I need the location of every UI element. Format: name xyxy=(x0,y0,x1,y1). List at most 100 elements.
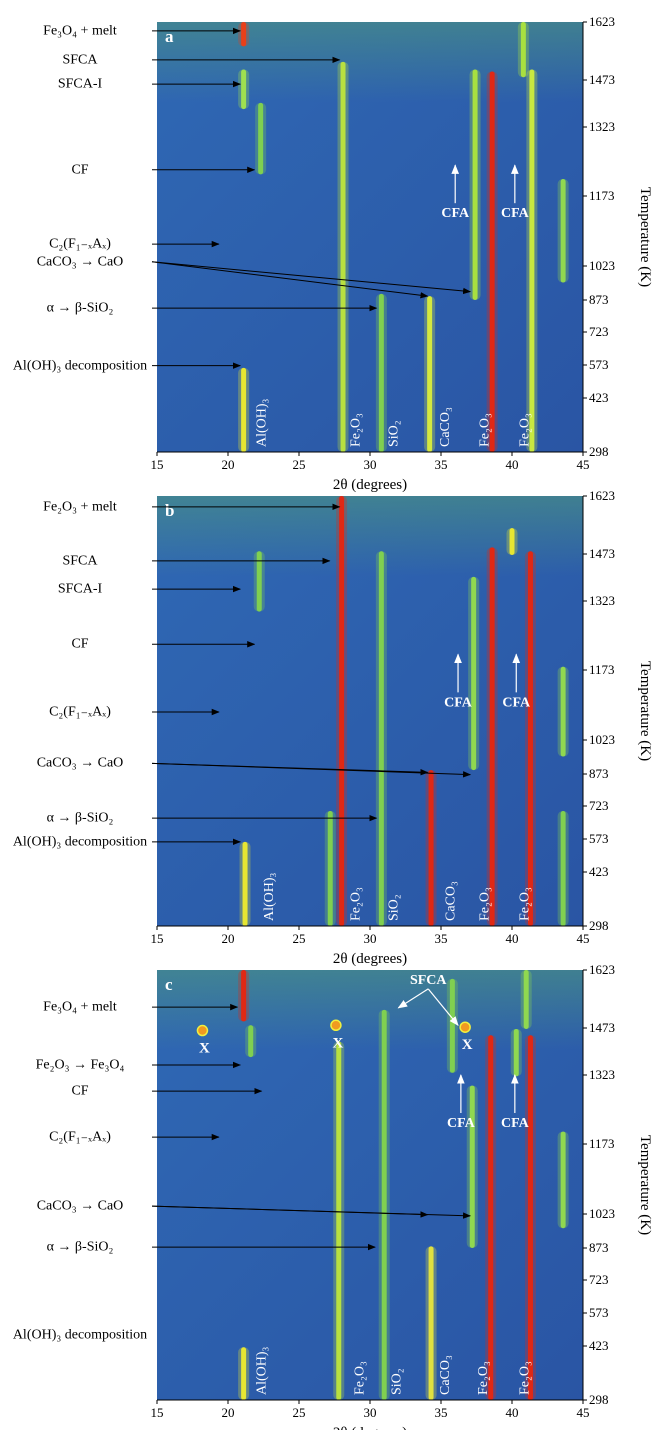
phase-label: SFCA-I xyxy=(57,76,103,92)
y-tick-label: 1173 xyxy=(589,188,615,203)
y-tick-label: 1023 xyxy=(589,258,615,273)
y-tick-label: 1623 xyxy=(589,962,615,977)
x-tick-label: 40 xyxy=(506,1405,519,1420)
panel: b Al(OH)₃ Fe₂O₃ SiO₂ CaCO₃ Fe₂O₃ Fe₂O₃ CFA CFA 15… xyxy=(151,488,654,967)
trace xyxy=(509,528,515,555)
trace xyxy=(256,551,262,612)
trace xyxy=(340,61,346,453)
peak-label: Fe₂O₃ xyxy=(353,1361,368,1395)
trace xyxy=(560,1131,566,1229)
y-tick-label: 298 xyxy=(589,1392,609,1407)
trace xyxy=(513,1028,519,1077)
trace xyxy=(560,811,566,926)
trace xyxy=(529,69,535,452)
x-axis-title: 2θ (degrees) xyxy=(333,477,407,493)
phase-label: Fe₂O₃ + melt xyxy=(43,499,117,515)
phase-label: CF xyxy=(71,162,89,178)
trace xyxy=(428,1246,434,1400)
panel: c Al(OH)₃ Fe₂O₃ SiO₂ CaCO₃ Fe₂O₃ Fe₂O₃ CFA CFA SF… xyxy=(151,962,654,1430)
trace xyxy=(527,1035,533,1400)
y-tick-label: 423 xyxy=(589,390,609,405)
trace xyxy=(472,69,478,300)
peak-label: Fe₂O₃ xyxy=(517,887,532,921)
peak-label: Fe₂O₃ xyxy=(348,887,363,921)
panel-label: a xyxy=(165,27,174,46)
peak-label: CaCO₃ xyxy=(438,1355,453,1395)
y-tick-label: 573 xyxy=(589,357,609,372)
y-tick-label: 1323 xyxy=(589,593,615,608)
y-axis-title: Temperature (K) xyxy=(637,661,653,761)
trace xyxy=(241,22,247,47)
x-tick-label: 45 xyxy=(577,931,590,946)
peak-label: Fe₂O₃ xyxy=(517,413,532,447)
y-tick-label: 873 xyxy=(589,1240,609,1255)
phase-label: CaCO₃ → CaO xyxy=(36,254,124,270)
phase-label: α → β-SiO₂ xyxy=(46,1239,114,1255)
y-tick-label: 573 xyxy=(589,831,609,846)
callout-arrow xyxy=(427,988,459,1027)
x-tick-label: 35 xyxy=(435,457,448,472)
trace xyxy=(336,1041,342,1400)
spot xyxy=(330,1019,342,1032)
trace xyxy=(449,978,455,1073)
trace xyxy=(427,296,433,452)
trace xyxy=(527,551,533,926)
trace xyxy=(469,1085,475,1248)
trace xyxy=(489,71,495,452)
y-tick-label: 723 xyxy=(589,798,609,813)
trace xyxy=(488,1035,494,1400)
trace xyxy=(560,178,566,283)
y-tick-label: 423 xyxy=(589,1338,609,1353)
x-tick-label: 15 xyxy=(151,457,164,472)
phase-arrow xyxy=(151,1205,472,1219)
peak-label: SiO₂ xyxy=(387,894,402,921)
peak-label: Fe₂O₃ xyxy=(478,413,493,447)
phase-label: CF xyxy=(71,636,89,652)
phase-label: Al(OH)₃ decomposition xyxy=(12,834,148,850)
trace xyxy=(520,22,526,78)
panel-label: c xyxy=(165,975,173,994)
phase-label: Al(OH)₃ decomposition xyxy=(12,1327,148,1343)
spot xyxy=(459,1021,471,1033)
x-tick-label: 40 xyxy=(506,457,519,472)
x-axis-title: 2θ (degrees) xyxy=(333,951,407,967)
phase-label: Fe₃O₄ + melt xyxy=(43,999,117,1015)
trace xyxy=(378,551,384,926)
x-tick-label: 20 xyxy=(222,1405,235,1420)
x-tick-label: 45 xyxy=(577,1405,590,1420)
callout-label: SFCA xyxy=(410,973,447,988)
y-tick-label: 573 xyxy=(589,1305,609,1320)
y-axis-title: Temperature (K) xyxy=(637,187,653,287)
y-tick-label: 1023 xyxy=(589,732,615,747)
phase-label: α → β-SiO₂ xyxy=(46,810,114,826)
heatmap-haze xyxy=(157,970,583,1050)
annotation-label: CFA xyxy=(501,1116,530,1131)
annotation-label: CFA xyxy=(441,206,470,221)
spot-label: X xyxy=(462,1037,473,1053)
x-tick-label: 30 xyxy=(364,931,377,946)
panel: a Al(OH)₃ Fe₂O₃ SiO₂ CaCO₃ Fe₂O₃ Fe₂O₃ CFA CFA 15… xyxy=(151,14,654,493)
phase-label: Fe₂O₃ → Fe₃O₄ xyxy=(35,1057,125,1073)
x-tick-label: 20 xyxy=(222,931,235,946)
callout-arrow xyxy=(397,988,429,1009)
trace xyxy=(241,367,247,452)
x-tick-label: 40 xyxy=(506,931,519,946)
phase-label: C₂(F₁₋ₓAₓ) xyxy=(49,236,111,252)
y-tick-label: 1023 xyxy=(589,1206,615,1221)
trace xyxy=(381,1009,387,1400)
x-tick-label: 35 xyxy=(435,1405,448,1420)
x-axis-title: 2θ (degrees) xyxy=(333,1425,407,1430)
trace xyxy=(327,811,333,926)
peak-label: SiO₂ xyxy=(387,420,402,447)
phase-label: α → β-SiO₂ xyxy=(46,300,114,316)
trace xyxy=(248,1025,254,1058)
x-tick-label: 15 xyxy=(151,1405,164,1420)
trace xyxy=(241,69,247,110)
phase-label: Fe₃O₄ + melt xyxy=(43,23,117,39)
phase-label: C₂(F₁₋ₓAₓ) xyxy=(49,704,111,720)
y-tick-label: 1323 xyxy=(589,1067,615,1082)
x-tick-label: 25 xyxy=(293,1405,306,1420)
trace xyxy=(339,496,345,926)
x-tick-label: 30 xyxy=(364,1405,377,1420)
